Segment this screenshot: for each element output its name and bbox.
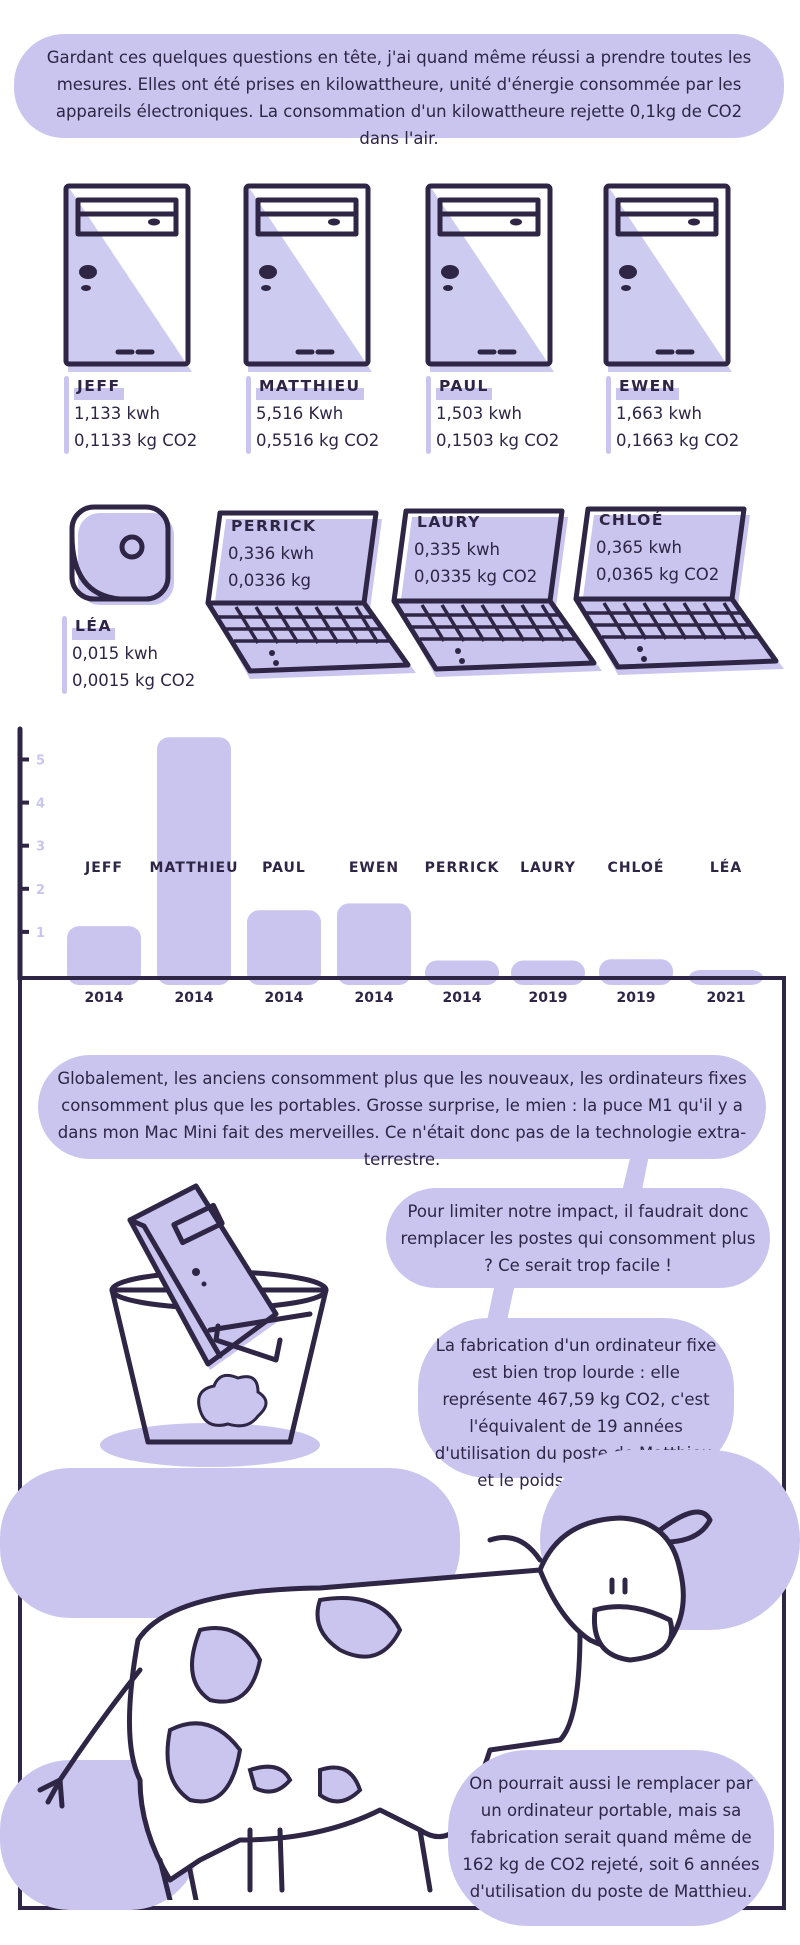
laptop-alternative-bubble: On pourrait aussi le remplacer par un or… bbox=[448, 1750, 774, 1926]
device-co2: 0,1503 kg CO2 bbox=[436, 431, 560, 450]
device-label-perrick: PERRICK 0,336 kwh 0,0336 kg bbox=[228, 512, 320, 594]
device-co2: 0,1663 kg CO2 bbox=[616, 431, 740, 450]
paper-ball-icon bbox=[197, 1373, 268, 1428]
device-name: PERRICK bbox=[228, 513, 320, 540]
device-label-matthieu: MATTHIEU 5,516 Kwh 0,5516 kg CO2 bbox=[246, 372, 380, 454]
year-label: 2014 bbox=[265, 990, 304, 1006]
desktop-tower-paul bbox=[425, 183, 554, 372]
trash-bin-illustration bbox=[100, 1183, 329, 1467]
device-co2: 0,0015 kg CO2 bbox=[72, 671, 196, 690]
device-co2: 0,0365 kg CO2 bbox=[596, 565, 720, 584]
device-label-laury: LAURY 0,335 kwh 0,0335 kg CO2 bbox=[414, 508, 537, 590]
chart-bar bbox=[337, 903, 411, 985]
consumption-bar-chart: 1 2 3 4 5 JEFF MATTHIEU PAUL EWEN PERRICK LAURY CHL… bbox=[17, 726, 763, 1006]
device-kwh: 1,133 kwh bbox=[74, 404, 160, 423]
device-co2: 0,5516 kg CO2 bbox=[256, 431, 380, 450]
laptop-icon-laury bbox=[391, 508, 602, 677]
device-kwh: 1,663 kwh bbox=[616, 404, 702, 423]
intro-bubble: Gardant ces quelques questions en tête, … bbox=[14, 34, 784, 148]
device-label-ewen: EWEN 1,663 kwh 0,1663 kg CO2 bbox=[606, 372, 740, 454]
device-kwh: 5,516 Kwh bbox=[256, 404, 344, 423]
conclusion-bubble: Globalement, les anciens consomment plus… bbox=[38, 1055, 766, 1169]
chart-bar bbox=[67, 926, 141, 985]
device-name: LAURY bbox=[414, 509, 484, 536]
chart-bar bbox=[157, 737, 231, 985]
category-label: LAURY bbox=[520, 860, 576, 876]
conclusion-text: Globalement, les anciens consomment plus… bbox=[57, 1069, 747, 1169]
category-label: MATTHIEU bbox=[150, 860, 239, 876]
device-co2: 0,1133 kg CO2 bbox=[74, 431, 198, 450]
y-tick-label: 2 bbox=[36, 883, 45, 898]
category-label: PERRICK bbox=[425, 860, 500, 876]
desktop-tower-jeff bbox=[63, 183, 192, 372]
year-label: 2021 bbox=[707, 990, 746, 1006]
category-label: PAUL bbox=[262, 860, 306, 876]
y-tick-label: 1 bbox=[36, 926, 45, 941]
conclusion-panel bbox=[18, 976, 786, 1910]
device-kwh: 0,015 kwh bbox=[72, 644, 158, 663]
device-kwh: 0,365 kwh bbox=[596, 538, 682, 557]
device-kwh: 0,336 kwh bbox=[228, 544, 314, 563]
desktop-tower-matthieu bbox=[243, 183, 372, 372]
impact-bubble: Pour limiter notre impact, il faudrait d… bbox=[386, 1188, 770, 1288]
year-label: 2019 bbox=[617, 990, 656, 1006]
laptop-alternative-text: On pourrait aussi le remplacer par un or… bbox=[462, 1774, 760, 1901]
device-name: JEFF bbox=[74, 373, 124, 400]
y-tick-label: 4 bbox=[36, 797, 45, 812]
laptop-icon-perrick bbox=[205, 510, 416, 679]
mini-and-laptop-illustrations bbox=[69, 504, 784, 679]
impact-text: Pour limiter notre impact, il faudrait d… bbox=[400, 1202, 756, 1275]
category-label: JEFF bbox=[84, 860, 123, 876]
laptop-icon-chloe bbox=[573, 506, 784, 675]
device-kwh: 1,503 kwh bbox=[436, 404, 522, 423]
category-label: CHLOÉ bbox=[608, 859, 665, 876]
device-label-lea: LÉA 0,015 kwh 0,0015 kg CO2 bbox=[62, 612, 196, 694]
desktop-tower-ewen bbox=[603, 183, 732, 372]
year-label: 2014 bbox=[355, 990, 394, 1006]
year-label: 2014 bbox=[85, 990, 124, 1006]
year-label: 2014 bbox=[175, 990, 214, 1006]
y-tick-label: 3 bbox=[36, 840, 45, 855]
mac-mini-icon bbox=[69, 504, 174, 605]
desktop-illustrations bbox=[63, 183, 732, 372]
category-label: LÉA bbox=[710, 859, 742, 876]
category-label: EWEN bbox=[349, 860, 399, 876]
device-name: LÉA bbox=[72, 613, 115, 640]
device-name: EWEN bbox=[616, 373, 680, 400]
intro-text: Gardant ces quelques questions en tête, … bbox=[46, 48, 752, 148]
device-label-paul: PAUL 1,503 kwh 0,1503 kg CO2 bbox=[426, 372, 560, 454]
device-name: PAUL bbox=[436, 373, 492, 400]
year-label: 2019 bbox=[529, 990, 568, 1006]
device-co2: 0,0336 kg bbox=[228, 571, 312, 590]
chart-bar bbox=[247, 910, 321, 985]
device-co2: 0,0335 kg CO2 bbox=[414, 567, 538, 586]
device-label-chloe: CHLOÉ 0,365 kwh 0,0365 kg CO2 bbox=[596, 506, 719, 588]
y-tick-label: 5 bbox=[36, 753, 45, 768]
year-label: 2014 bbox=[443, 990, 482, 1006]
device-kwh: 0,335 kwh bbox=[414, 540, 500, 559]
device-name: MATTHIEU bbox=[256, 373, 364, 400]
device-name: CHLOÉ bbox=[596, 507, 667, 534]
device-label-jeff: JEFF 1,133 kwh 0,1133 kg CO2 bbox=[64, 372, 198, 454]
